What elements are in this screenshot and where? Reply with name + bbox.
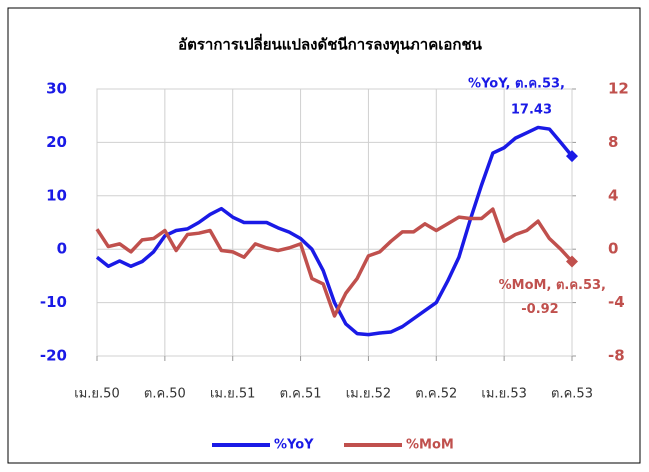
x-tick-label: เม.ย.53 — [481, 387, 526, 402]
x-tick-label: เม.ย.51 — [210, 387, 255, 402]
y-tick-label: -20 — [40, 347, 67, 365]
x-tick-label: ต.ค.51 — [280, 387, 322, 402]
y2-tick-label: 8 — [608, 133, 618, 151]
legend-label: %MoM — [406, 438, 454, 453]
x-tick-label: ต.ค.53 — [551, 387, 593, 402]
y2-tick-label: 12 — [608, 80, 629, 98]
y-tick-label: 30 — [46, 80, 67, 98]
legend-label: %YoY — [274, 438, 314, 453]
annotation: %MoM, ต.ค.53, — [499, 278, 606, 293]
y2-tick-label: -8 — [608, 347, 625, 365]
data-label: -0.92 — [521, 302, 558, 317]
series-line — [95, 125, 574, 337]
x-tick-label: เม.ย.50 — [74, 387, 119, 402]
x-tick-label: เม.ย.52 — [346, 387, 391, 402]
end-marker — [566, 255, 578, 268]
y-tick-label: -10 — [40, 293, 67, 311]
end-marker — [566, 150, 578, 163]
y2-tick-label: 0 — [608, 240, 618, 258]
x-tick-label: ต.ค.50 — [144, 387, 186, 402]
y-tick-label: 10 — [46, 186, 67, 204]
y2-tick-label: 4 — [608, 186, 618, 204]
series-line — [95, 207, 574, 318]
annotation: %YoY, ต.ค.53, — [468, 77, 565, 92]
chart-frame — [7, 7, 641, 464]
x-tick-label: ต.ค.52 — [415, 387, 457, 402]
data-label: 17.43 — [511, 103, 552, 118]
y-tick-label: 0 — [57, 240, 67, 258]
chart-title: อัตราการเปลี่ยนแปลงดัชนีการลงทุนภาคเอกชน — [178, 34, 483, 55]
y-tick-label: 20 — [46, 133, 67, 151]
y2-tick-label: -4 — [608, 293, 625, 311]
